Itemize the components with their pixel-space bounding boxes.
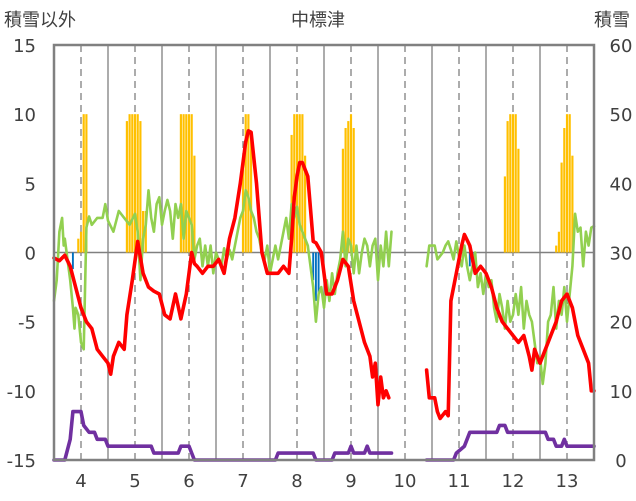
y-right-title: 積雪 xyxy=(594,10,630,31)
bar-orange xyxy=(301,114,304,253)
y-left-tick-label: 5 xyxy=(25,174,36,195)
bar-orange xyxy=(341,148,344,253)
y-left-tick-label: 0 xyxy=(25,244,36,265)
x-tick-label: 8 xyxy=(291,471,302,492)
bar-blue xyxy=(312,252,315,281)
bar-orange xyxy=(247,114,250,253)
x-tick-label: 7 xyxy=(237,471,248,492)
bar-orange xyxy=(133,114,137,253)
bar-orange xyxy=(85,114,88,253)
x-tick-label: 12 xyxy=(502,471,525,492)
y-left-tick-label: 15 xyxy=(13,36,36,57)
bar-orange xyxy=(79,231,83,253)
plot-border xyxy=(52,43,596,462)
bar-blue xyxy=(71,252,74,270)
bar-blue xyxy=(314,252,317,301)
bar-orange xyxy=(506,121,509,253)
bar-blue xyxy=(468,252,471,267)
bar-orange xyxy=(347,121,350,253)
y-right-tick-label: 0 xyxy=(615,451,626,472)
y-right-tick-label: 40 xyxy=(610,174,633,195)
plot-frame xyxy=(52,43,596,462)
bar-orange xyxy=(509,114,512,253)
x-tick-label: 9 xyxy=(345,471,356,492)
bar-orange xyxy=(557,231,560,253)
series-line-purple xyxy=(424,423,596,462)
y-right-tick-label: 50 xyxy=(610,105,633,126)
y-right-tick-label: 60 xyxy=(610,36,633,57)
series-line-red xyxy=(424,232,596,421)
bar-orange xyxy=(144,211,147,253)
bar-orange xyxy=(511,114,515,253)
series-line-red xyxy=(52,129,391,407)
bar-orange xyxy=(142,211,145,253)
x-tick-label: 10 xyxy=(394,471,417,492)
bar-orange xyxy=(190,114,193,253)
bar-orange xyxy=(503,176,506,253)
bar-orange xyxy=(517,148,520,253)
bar-orange xyxy=(250,134,253,253)
bar-orange xyxy=(77,238,80,253)
series-line-purple xyxy=(52,409,394,462)
bar-orange xyxy=(349,114,353,253)
bar-orange xyxy=(182,114,185,253)
bar-orange xyxy=(128,114,131,253)
bar-orange xyxy=(136,114,139,253)
y-left-tick-label: -5 xyxy=(18,313,36,334)
y-left-tick-label: -10 xyxy=(7,382,36,403)
bar-orange xyxy=(290,134,293,253)
bar-orange xyxy=(344,128,347,253)
y-left-tick-label: 10 xyxy=(13,105,36,126)
bar-orange xyxy=(179,114,182,253)
bar-orange xyxy=(187,114,191,253)
bar-orange xyxy=(185,114,188,253)
bar-orange xyxy=(514,114,517,253)
chart-title: 中標津 xyxy=(291,10,345,31)
y-left-tick-label: -15 xyxy=(7,451,36,472)
bar-orange xyxy=(298,114,301,253)
bar-orange xyxy=(131,114,134,253)
x-tick-label: 6 xyxy=(183,471,194,492)
bar-marks xyxy=(71,114,574,301)
bar-orange xyxy=(139,121,142,253)
bar-orange xyxy=(565,114,569,253)
bar-orange xyxy=(563,128,566,253)
x-tick-label: 5 xyxy=(129,471,140,492)
y-right-tick-label: 30 xyxy=(610,244,633,265)
bar-orange xyxy=(555,245,558,253)
bar-orange xyxy=(82,114,85,253)
x-tick-label: 11 xyxy=(448,471,471,492)
bar-orange xyxy=(571,155,574,253)
y-left-title: 積雪以外 xyxy=(4,10,76,31)
y-right-tick-label: 10 xyxy=(610,382,633,403)
bar-blue xyxy=(317,252,320,294)
bar-orange xyxy=(304,155,307,253)
bar-orange xyxy=(352,128,355,253)
bar-orange xyxy=(568,114,571,253)
bar-orange xyxy=(244,114,247,253)
bar-orange xyxy=(560,162,563,253)
bar-orange xyxy=(125,121,128,253)
x-tick-label: 4 xyxy=(75,471,86,492)
x-tick-label: 13 xyxy=(556,471,579,492)
line-marks xyxy=(52,129,596,462)
bar-orange xyxy=(193,155,196,253)
y-right-tick-label: 20 xyxy=(610,313,633,334)
